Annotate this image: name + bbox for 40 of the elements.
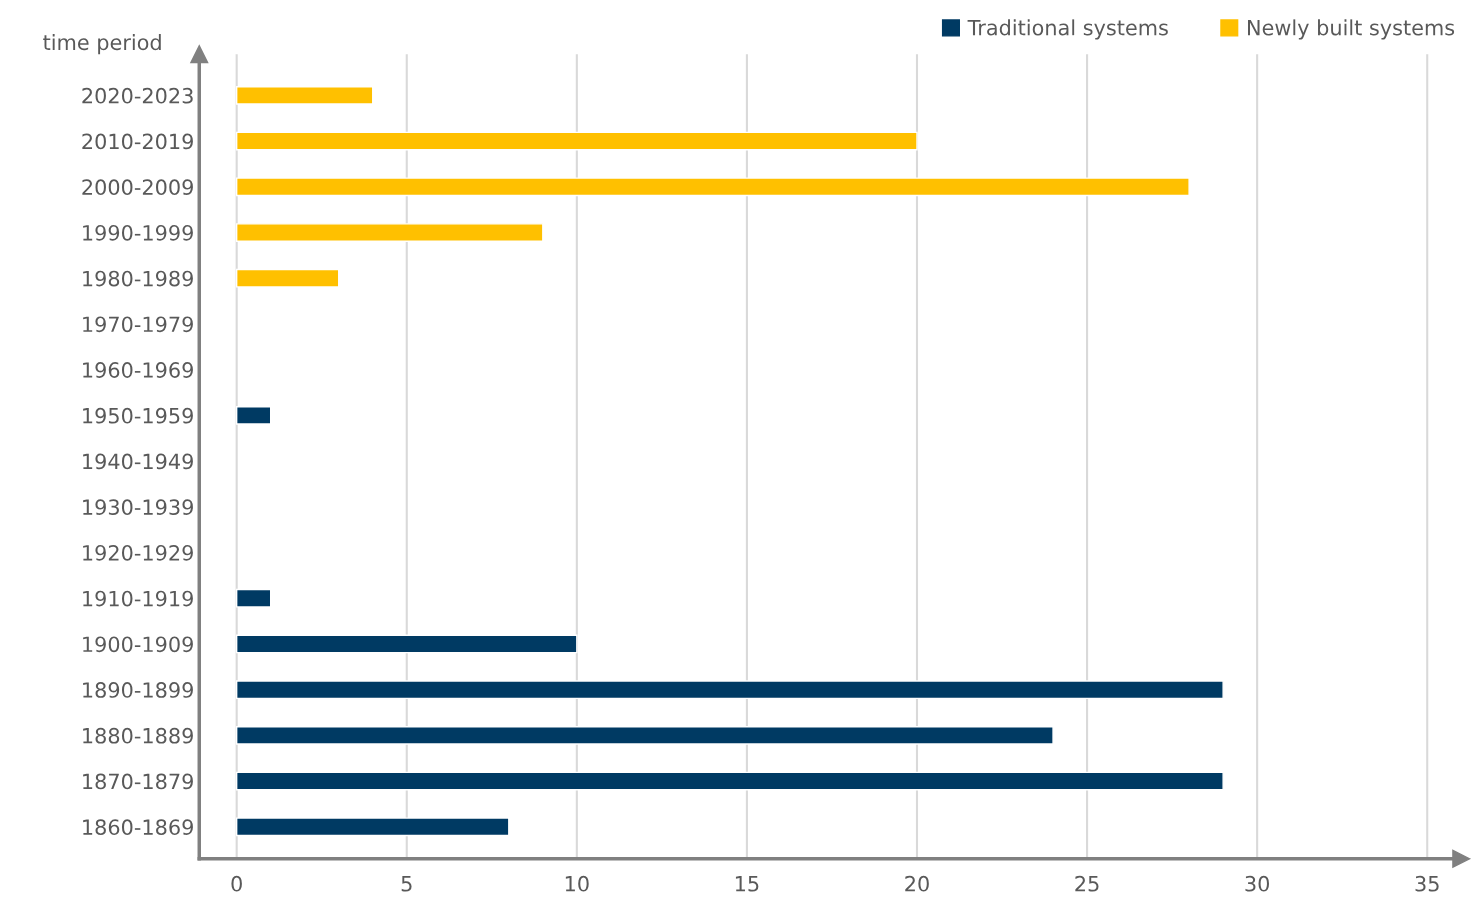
- y-tick-label: 1950-1959: [83, 407, 193, 424]
- y-tick-label: 1890-1899: [83, 682, 193, 698]
- bar: [235, 634, 578, 654]
- bar: [235, 588, 272, 608]
- y-tick-label: 1930-1939: [83, 499, 193, 516]
- y-axis-title: time period: [43, 34, 161, 55]
- y-tick-label: 2010-2019: [82, 133, 193, 150]
- x-tick-label: 10: [565, 875, 589, 892]
- y-tick-label: 1900-1909: [83, 636, 193, 653]
- bar: [235, 725, 1054, 745]
- bar: [235, 268, 340, 288]
- x-tick-label: 15: [735, 876, 759, 892]
- x-tick-label: 5: [401, 876, 412, 892]
- y-tick-label: 1990-1999: [83, 224, 193, 241]
- bar: [235, 771, 1224, 791]
- y-tick-label: 1980-1989: [83, 270, 193, 287]
- y-tick-label: 1910-1919: [83, 590, 193, 607]
- y-tick-label: 2000-2009: [82, 179, 193, 196]
- y-tick-label: 1940-1949: [83, 453, 193, 470]
- y-tick-label: 1870-1879: [83, 773, 193, 790]
- y-tick-label: 1880-1889: [83, 727, 193, 744]
- bar: [235, 680, 1224, 700]
- legend-label: Newly built systems: [1248, 19, 1455, 40]
- x-tick-label: 30: [1245, 875, 1270, 892]
- x-tick-label: 20: [905, 875, 929, 892]
- x-tick-label: 25: [1075, 875, 1099, 892]
- bar: [235, 131, 918, 151]
- bar: [235, 223, 544, 242]
- x-tick-label: 35: [1415, 875, 1439, 892]
- y-tick-label: 1960-1969: [83, 362, 193, 378]
- y-tick-label: 1860-1869: [83, 819, 193, 836]
- bar: [235, 405, 272, 425]
- x-tick-label: 0: [231, 875, 242, 892]
- y-tick-label: 2020-2023: [82, 87, 193, 104]
- legend-label: Traditional systems: [967, 19, 1168, 40]
- bar: [235, 86, 374, 105]
- bar: [235, 817, 510, 837]
- y-tick-label: 1970-1979: [83, 316, 193, 333]
- y-tick-label: 1920-1929: [83, 544, 193, 561]
- bar: [235, 177, 1190, 197]
